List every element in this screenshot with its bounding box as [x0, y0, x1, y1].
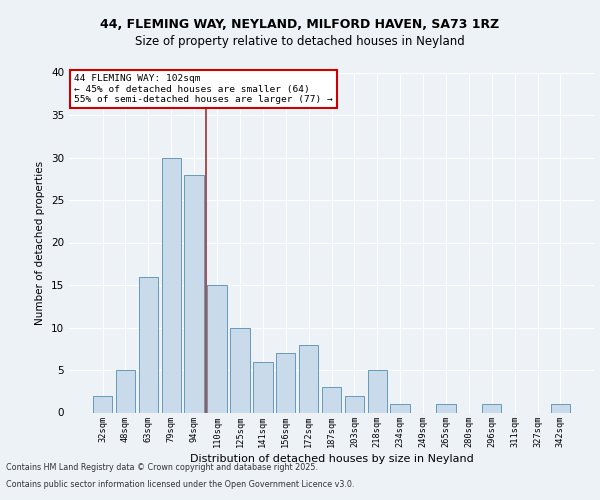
Bar — [116, 370, 135, 412]
Bar — [230, 328, 250, 412]
Y-axis label: Number of detached properties: Number of detached properties — [35, 160, 46, 324]
Bar — [344, 396, 364, 412]
Bar — [276, 353, 295, 412]
Bar — [161, 158, 181, 412]
Bar — [299, 344, 319, 412]
Bar — [436, 404, 455, 412]
Bar — [139, 276, 158, 412]
X-axis label: Distribution of detached houses by size in Neyland: Distribution of detached houses by size … — [190, 454, 473, 464]
Bar — [184, 174, 204, 412]
Text: Size of property relative to detached houses in Neyland: Size of property relative to detached ho… — [135, 35, 465, 48]
Text: 44, FLEMING WAY, NEYLAND, MILFORD HAVEN, SA73 1RZ: 44, FLEMING WAY, NEYLAND, MILFORD HAVEN,… — [100, 18, 500, 30]
Bar — [368, 370, 387, 412]
Bar — [253, 362, 272, 412]
Text: Contains HM Land Registry data © Crown copyright and database right 2025.: Contains HM Land Registry data © Crown c… — [6, 464, 318, 472]
Bar — [482, 404, 502, 412]
Text: 44 FLEMING WAY: 102sqm
← 45% of detached houses are smaller (64)
55% of semi-det: 44 FLEMING WAY: 102sqm ← 45% of detached… — [74, 74, 333, 104]
Bar — [322, 387, 341, 412]
Bar — [391, 404, 410, 412]
Bar — [93, 396, 112, 412]
Bar — [551, 404, 570, 412]
Bar — [208, 285, 227, 412]
Text: Contains public sector information licensed under the Open Government Licence v3: Contains public sector information licen… — [6, 480, 355, 489]
